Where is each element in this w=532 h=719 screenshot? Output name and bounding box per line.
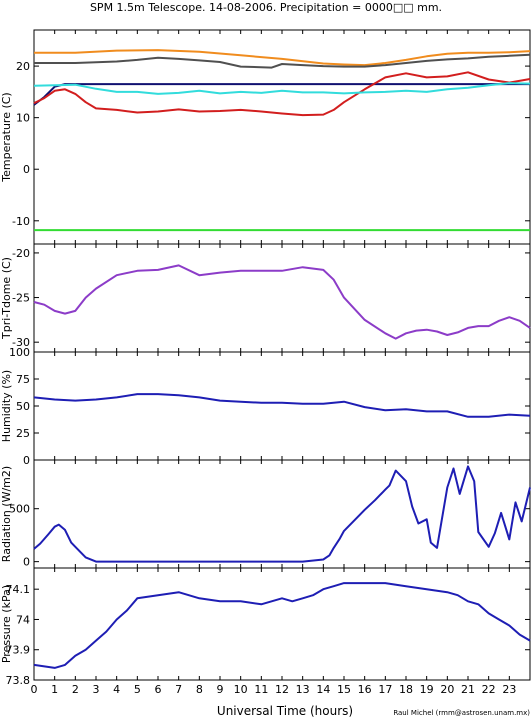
x-tick-label: 14 [316, 683, 330, 696]
credit-text: Raul Michel (rmm@astrosen.unam.mx) [393, 709, 530, 717]
x-tick-label: 7 [175, 683, 182, 696]
x-tick-label: 23 [502, 683, 516, 696]
y-tick-label: 500 [9, 503, 30, 516]
series-blue-line [33, 465, 531, 563]
y-tick-label: 50 [16, 400, 30, 413]
x-tick-label: 12 [275, 683, 289, 696]
series-purple-line [33, 264, 531, 340]
y-tick-label: 0 [23, 454, 30, 467]
panel-3: 0 25 50 75 100 Humidity (%) [0, 346, 531, 467]
x-tick-label: 16 [358, 683, 372, 696]
y-tick-label: 100 [9, 346, 30, 359]
x-tick-label: 2 [72, 683, 79, 696]
x-tick-label: 20 [440, 683, 454, 696]
chart-title: SPM 1.5m Telescope. 14-08-2006. Precipit… [90, 1, 442, 14]
x-tick-label: 22 [482, 683, 496, 696]
x-tick-label: 5 [134, 683, 141, 696]
y-axis-label: Temperature (C) [0, 92, 13, 182]
y-tick-label: -20 [12, 247, 30, 260]
panel-frame [33, 243, 531, 353]
y-tick-label: 73.9 [6, 644, 31, 657]
panels: -10 0 10 20 Temperature (C) -30 -25 -20Tpri-Tdo… [0, 29, 531, 687]
y-tick-label: 20 [16, 60, 30, 73]
y-tick-label: -10 [12, 215, 30, 228]
x-tick-label: 21 [461, 683, 475, 696]
y-tick-label: -25 [12, 292, 30, 305]
panel-frame [33, 351, 531, 461]
x-axis: 0 1 2 3 4 5 6 7 8 9 10 11 12 13 14 15 16 17 18 19 20 21 22 23 [31, 683, 517, 696]
x-tick-label: 1 [51, 683, 58, 696]
y-tick-label: 0 [23, 163, 30, 176]
x-tick-label: 19 [420, 683, 434, 696]
x-tick-label: 13 [296, 683, 310, 696]
x-tick-label: 6 [155, 683, 162, 696]
x-tick-label: 17 [378, 683, 392, 696]
series-navy-line [33, 83, 530, 106]
y-axis-label: Pressure (kPa) [0, 585, 13, 663]
panel-1: -10 0 10 20 Temperature (C) [0, 29, 531, 245]
x-tick-label: 15 [337, 683, 351, 696]
x-tick-label: 3 [93, 683, 100, 696]
y-axis-label: Tpri-Tdome (C) [0, 257, 13, 340]
y-tick-label: -30 [12, 336, 30, 349]
x-tick-label: 10 [234, 683, 248, 696]
y-axis-label: Radiation (W/m2) [0, 466, 13, 562]
series-red-line [33, 71, 531, 117]
y-tick-label: 73.8 [6, 674, 31, 687]
series-blue-line [33, 393, 531, 418]
x-axis-label: Universal Time (hours) [217, 704, 353, 718]
panel-frame [33, 567, 531, 681]
y-tick-label: 10 [16, 112, 30, 125]
x-tick-label: 9 [217, 683, 224, 696]
series-orange-line [34, 49, 531, 67]
y-tick-label: 25 [16, 427, 30, 440]
y-tick-label: 75 [16, 373, 30, 386]
y-axis-label: Humidity (%) [0, 370, 13, 442]
y-tick-label: 74.1 [6, 583, 31, 596]
y-tick-label: 74 [16, 613, 30, 626]
series-darkgray-line [34, 53, 531, 69]
x-tick-label: 4 [113, 683, 120, 696]
series-blue-line [33, 582, 531, 669]
x-tick-label: 18 [399, 683, 413, 696]
series-cyan-line [33, 82, 531, 95]
x-tick-label: 8 [196, 683, 203, 696]
x-tick-label: 11 [254, 683, 268, 696]
y-tick-label: 0 [23, 556, 30, 569]
x-tick-label: 0 [31, 683, 38, 696]
